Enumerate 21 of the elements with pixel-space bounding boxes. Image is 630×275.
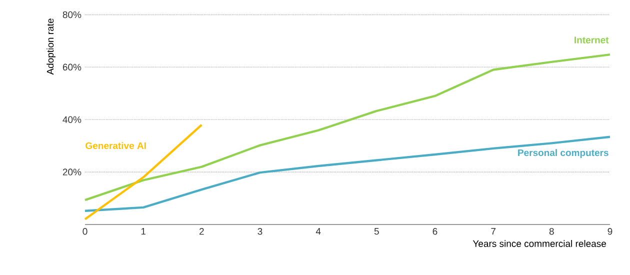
x-tick-label: 4	[316, 228, 321, 235]
x-axis-title: Years since commercial release	[472, 240, 606, 247]
line-series	[84, 136, 612, 212]
x-tick-label: 9	[608, 228, 612, 235]
x-tick-label: 6	[432, 228, 438, 235]
y-tick-label: 40%	[62, 116, 82, 123]
y-tick-label: 80%	[62, 11, 82, 18]
x-tick-label: 5	[374, 228, 379, 235]
text: Generative AI	[86, 142, 146, 150]
series-label: Personal computers	[518, 149, 608, 158]
x-tick-label: 0	[82, 228, 88, 235]
x-tick-label: 2	[200, 228, 204, 235]
x-tick-label: 8	[549, 228, 554, 235]
x-tick-label: 3	[258, 228, 262, 235]
x-tick-label: 1	[141, 228, 146, 235]
y-tick-label: 60%	[62, 64, 82, 71]
series-label: Internet	[574, 36, 609, 44]
y-tick-label: 20%	[62, 168, 82, 176]
line-series	[84, 53, 612, 202]
y-axis-title: Adoption rate	[46, 18, 56, 75]
x-tick-label: 7	[491, 228, 496, 235]
